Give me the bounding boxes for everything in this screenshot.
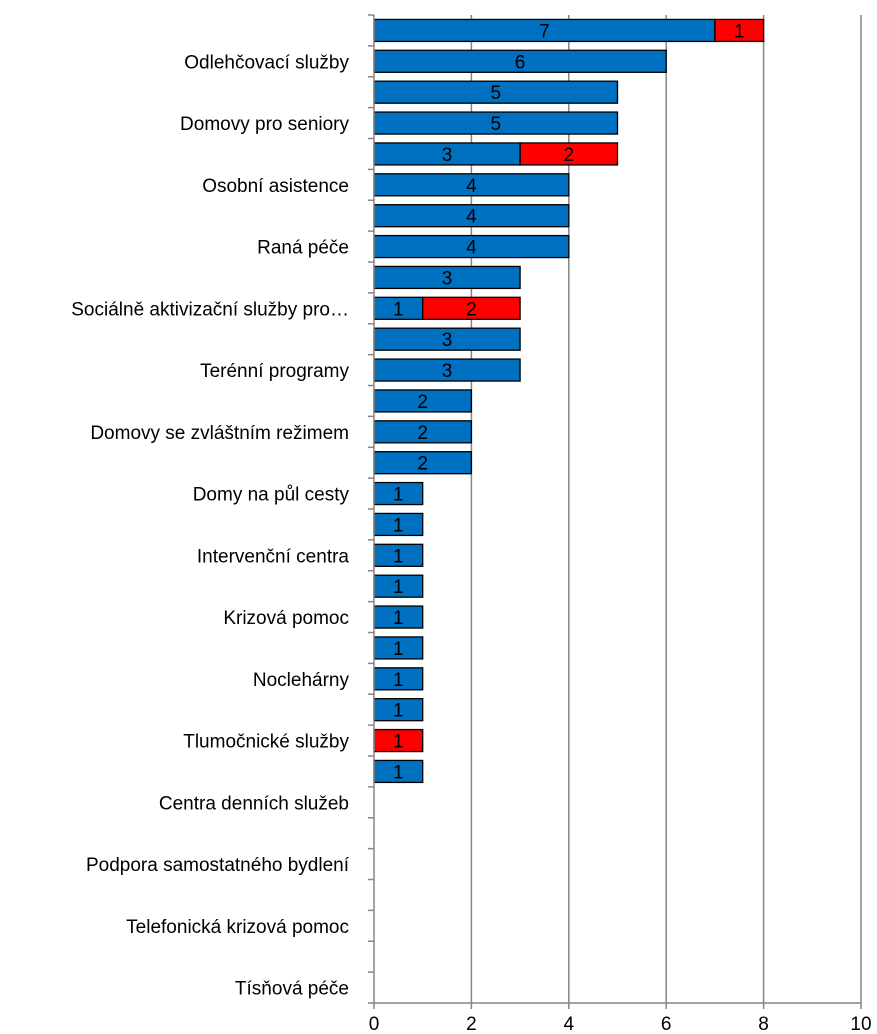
category-label-21: Noclehárny	[253, 670, 350, 691]
x-tick-label-0: 0	[369, 1014, 380, 1034]
category-label-11: Terénní programy	[200, 361, 349, 382]
data-label-row21-series0: 1	[393, 670, 404, 691]
x-tick-label-10: 10	[850, 1014, 871, 1034]
bar-row9-series1	[422, 296, 521, 320]
x-tick-label-6: 6	[661, 1014, 672, 1034]
axes	[368, 14, 862, 1009]
data-label-row15-series0: 1	[393, 485, 404, 506]
data-label-row4-series0: 3	[442, 145, 453, 166]
bar-row4-series1	[519, 142, 619, 166]
x-tick-label-8: 8	[758, 1014, 769, 1034]
bar-row0-series1	[714, 18, 765, 43]
category-label-17: Intervenční centra	[197, 546, 350, 567]
data-label-row19-series0: 1	[393, 608, 404, 629]
data-label-row23-series1: 1	[393, 732, 404, 753]
category-label-19: Krizová pomoc	[223, 608, 349, 629]
data-label-row7-series0: 4	[466, 238, 477, 259]
category-label-29: Telefonická krizová pomoc	[126, 917, 349, 938]
data-label-row10-series0: 3	[442, 330, 453, 351]
data-label-row14-series0: 2	[417, 454, 428, 475]
data-label-row12-series0: 2	[417, 392, 428, 413]
data-label-row11-series0: 3	[442, 361, 453, 382]
x-tick-label-4: 4	[564, 1014, 575, 1034]
data-label-row13-series0: 2	[417, 423, 428, 444]
data-label-row2-series0: 5	[490, 83, 501, 104]
category-label-3: Domovy pro seniory	[180, 114, 349, 135]
category-label-13: Domovy se zvláštním režimem	[90, 423, 349, 444]
data-label-row17-series0: 1	[393, 546, 404, 567]
data-label-row20-series0: 1	[393, 639, 404, 660]
category-label-23: Tlumočnické služby	[183, 732, 349, 753]
data-label-row5-series0: 4	[466, 176, 477, 197]
data-label-row16-series0: 1	[393, 515, 404, 536]
category-label-5: Osobní asistence	[202, 176, 349, 197]
category-label-1: Odlehčovací služby	[184, 52, 349, 73]
data-label-row9-series0: 1	[393, 299, 404, 320]
data-label-row0-series0: 7	[539, 21, 550, 42]
category-label-7: Raná péče	[257, 238, 349, 259]
data-label-row8-series0: 3	[442, 268, 453, 289]
data-label-row24-series0: 1	[393, 762, 404, 783]
data-label-row6-series0: 4	[466, 207, 477, 228]
category-label-15: Domy na půl cesty	[193, 485, 350, 506]
category-label-25: Centra denních služeb	[159, 793, 349, 814]
data-label-row3-series0: 5	[490, 114, 501, 135]
category-label-27: Podpora samostatného bydlení	[86, 855, 350, 876]
data-label-row9-series1: 2	[466, 299, 477, 320]
data-label-row22-series0: 1	[393, 701, 404, 722]
x-tick-label-2: 2	[466, 1014, 477, 1034]
data-label-row1-series0: 6	[515, 52, 526, 73]
data-label-row18-series0: 1	[393, 577, 404, 598]
category-label-31: Tísňová péče	[235, 979, 349, 1000]
bars	[373, 18, 765, 784]
labels: 7 1 6 Odlehčovací služby 5 5 Domovy pro senior…	[71, 21, 871, 1034]
data-label-row0-series1: 1	[734, 21, 745, 42]
category-label-9: Sociálně aktivizační služby pro…	[71, 299, 349, 320]
data-label-row4-series1: 2	[564, 145, 575, 166]
